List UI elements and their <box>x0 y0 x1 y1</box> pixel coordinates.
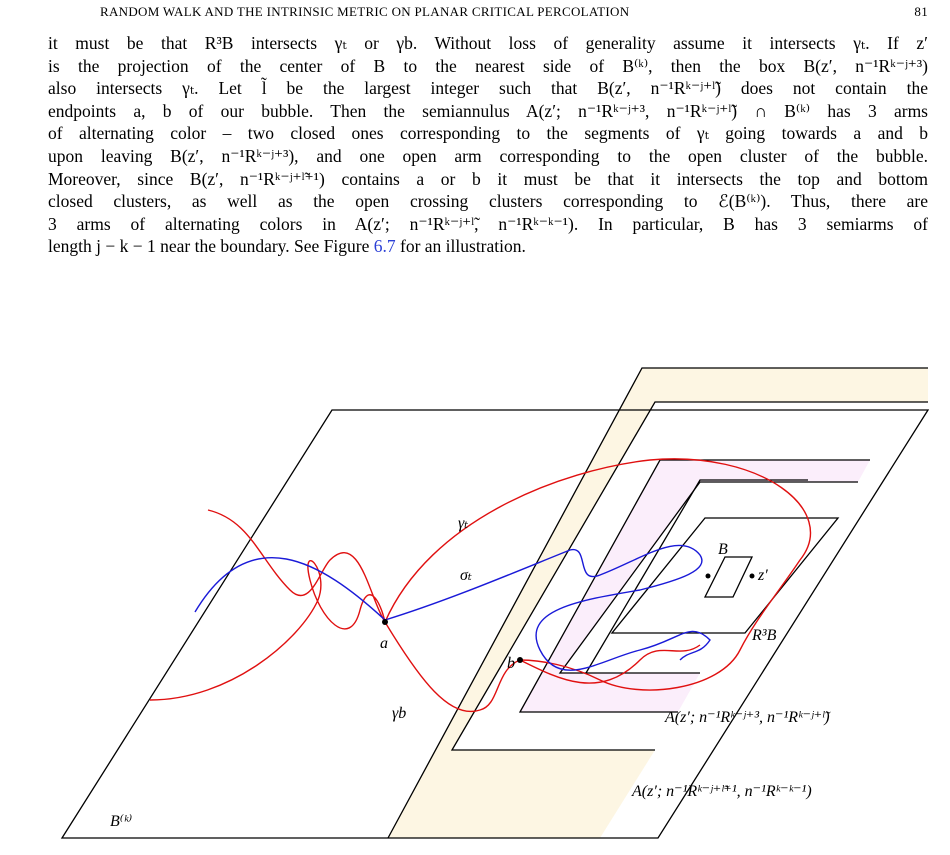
annulus-edge <box>585 479 808 674</box>
label: γb <box>392 705 406 722</box>
box-b <box>703 556 754 598</box>
text-line: it must be that R³B intersects γₜ or γb.… <box>48 33 928 53</box>
point-z <box>749 573 755 579</box>
annulus-edge <box>518 459 870 713</box>
point-center <box>705 573 711 579</box>
text: for an illustration. <box>395 236 526 257</box>
label: A(z′; n⁻¹Rᵏ⁻ʲ⁺ˡ̃⁺¹, n⁻¹Rᵏ⁻ᵏ⁻¹) <box>631 783 812 800</box>
figure-link[interactable]: 6.7 <box>373 236 396 257</box>
text-line: is the projection of the center of B to … <box>48 55 928 76</box>
gamma-b <box>384 621 701 713</box>
label: A(z′; n⁻¹Rᵏ⁻ʲ⁺³, n⁻¹Rᵏ⁻ʲ⁺ˡ̃) <box>664 709 831 726</box>
yellow-edge <box>387 367 928 839</box>
annulus-edge <box>450 401 928 751</box>
label: σₜ <box>460 567 472 584</box>
paragraph: it must be that R³B intersects γₜ or γb.… <box>48 32 928 258</box>
box-bk <box>60 409 930 839</box>
text-line: upon leaving B(z′, n⁻¹Rᵏ⁻ʲ⁺³), and one o… <box>48 145 928 166</box>
text-line: Moreover, since B(z′, n⁻¹Rᵏ⁻ʲ⁺ˡ̃⁺¹) cont… <box>48 168 928 189</box>
label: γₜ <box>458 515 468 532</box>
page-number: 81 <box>914 4 928 19</box>
label: B⁽ᵏ⁾ <box>110 813 132 830</box>
outer-annulus <box>388 368 928 838</box>
point-a <box>382 619 388 625</box>
cluster-left <box>149 509 386 701</box>
text-line: closed clusters, as well as the open cro… <box>48 191 928 212</box>
annulus-edge <box>558 481 858 674</box>
text: length j − k − 1 near the boundary. See … <box>48 236 374 257</box>
text-line: length j − k − 1 near the boundary. See … <box>48 235 928 258</box>
header-title: RANDOM WALK AND THE INTRINSIC METRIC ON … <box>100 4 630 19</box>
text-line: of alternating color – two closed ones c… <box>48 123 928 144</box>
sigma-t <box>194 544 711 671</box>
box-r3b <box>610 517 840 634</box>
label: B <box>718 541 728 558</box>
point-b <box>517 657 523 663</box>
text-line: also intersects γₜ. Let l̃ be the larges… <box>48 78 928 99</box>
gamma-t <box>384 458 812 691</box>
label: b <box>507 655 515 672</box>
text-line: 3 arms of alternating colors in A(z′; n⁻… <box>48 213 928 234</box>
label: a <box>380 635 388 652</box>
text-line: endpoints a, b of our bubble. Then the s… <box>48 100 928 121</box>
label: R³B <box>751 627 777 644</box>
label: z′ <box>757 567 768 584</box>
